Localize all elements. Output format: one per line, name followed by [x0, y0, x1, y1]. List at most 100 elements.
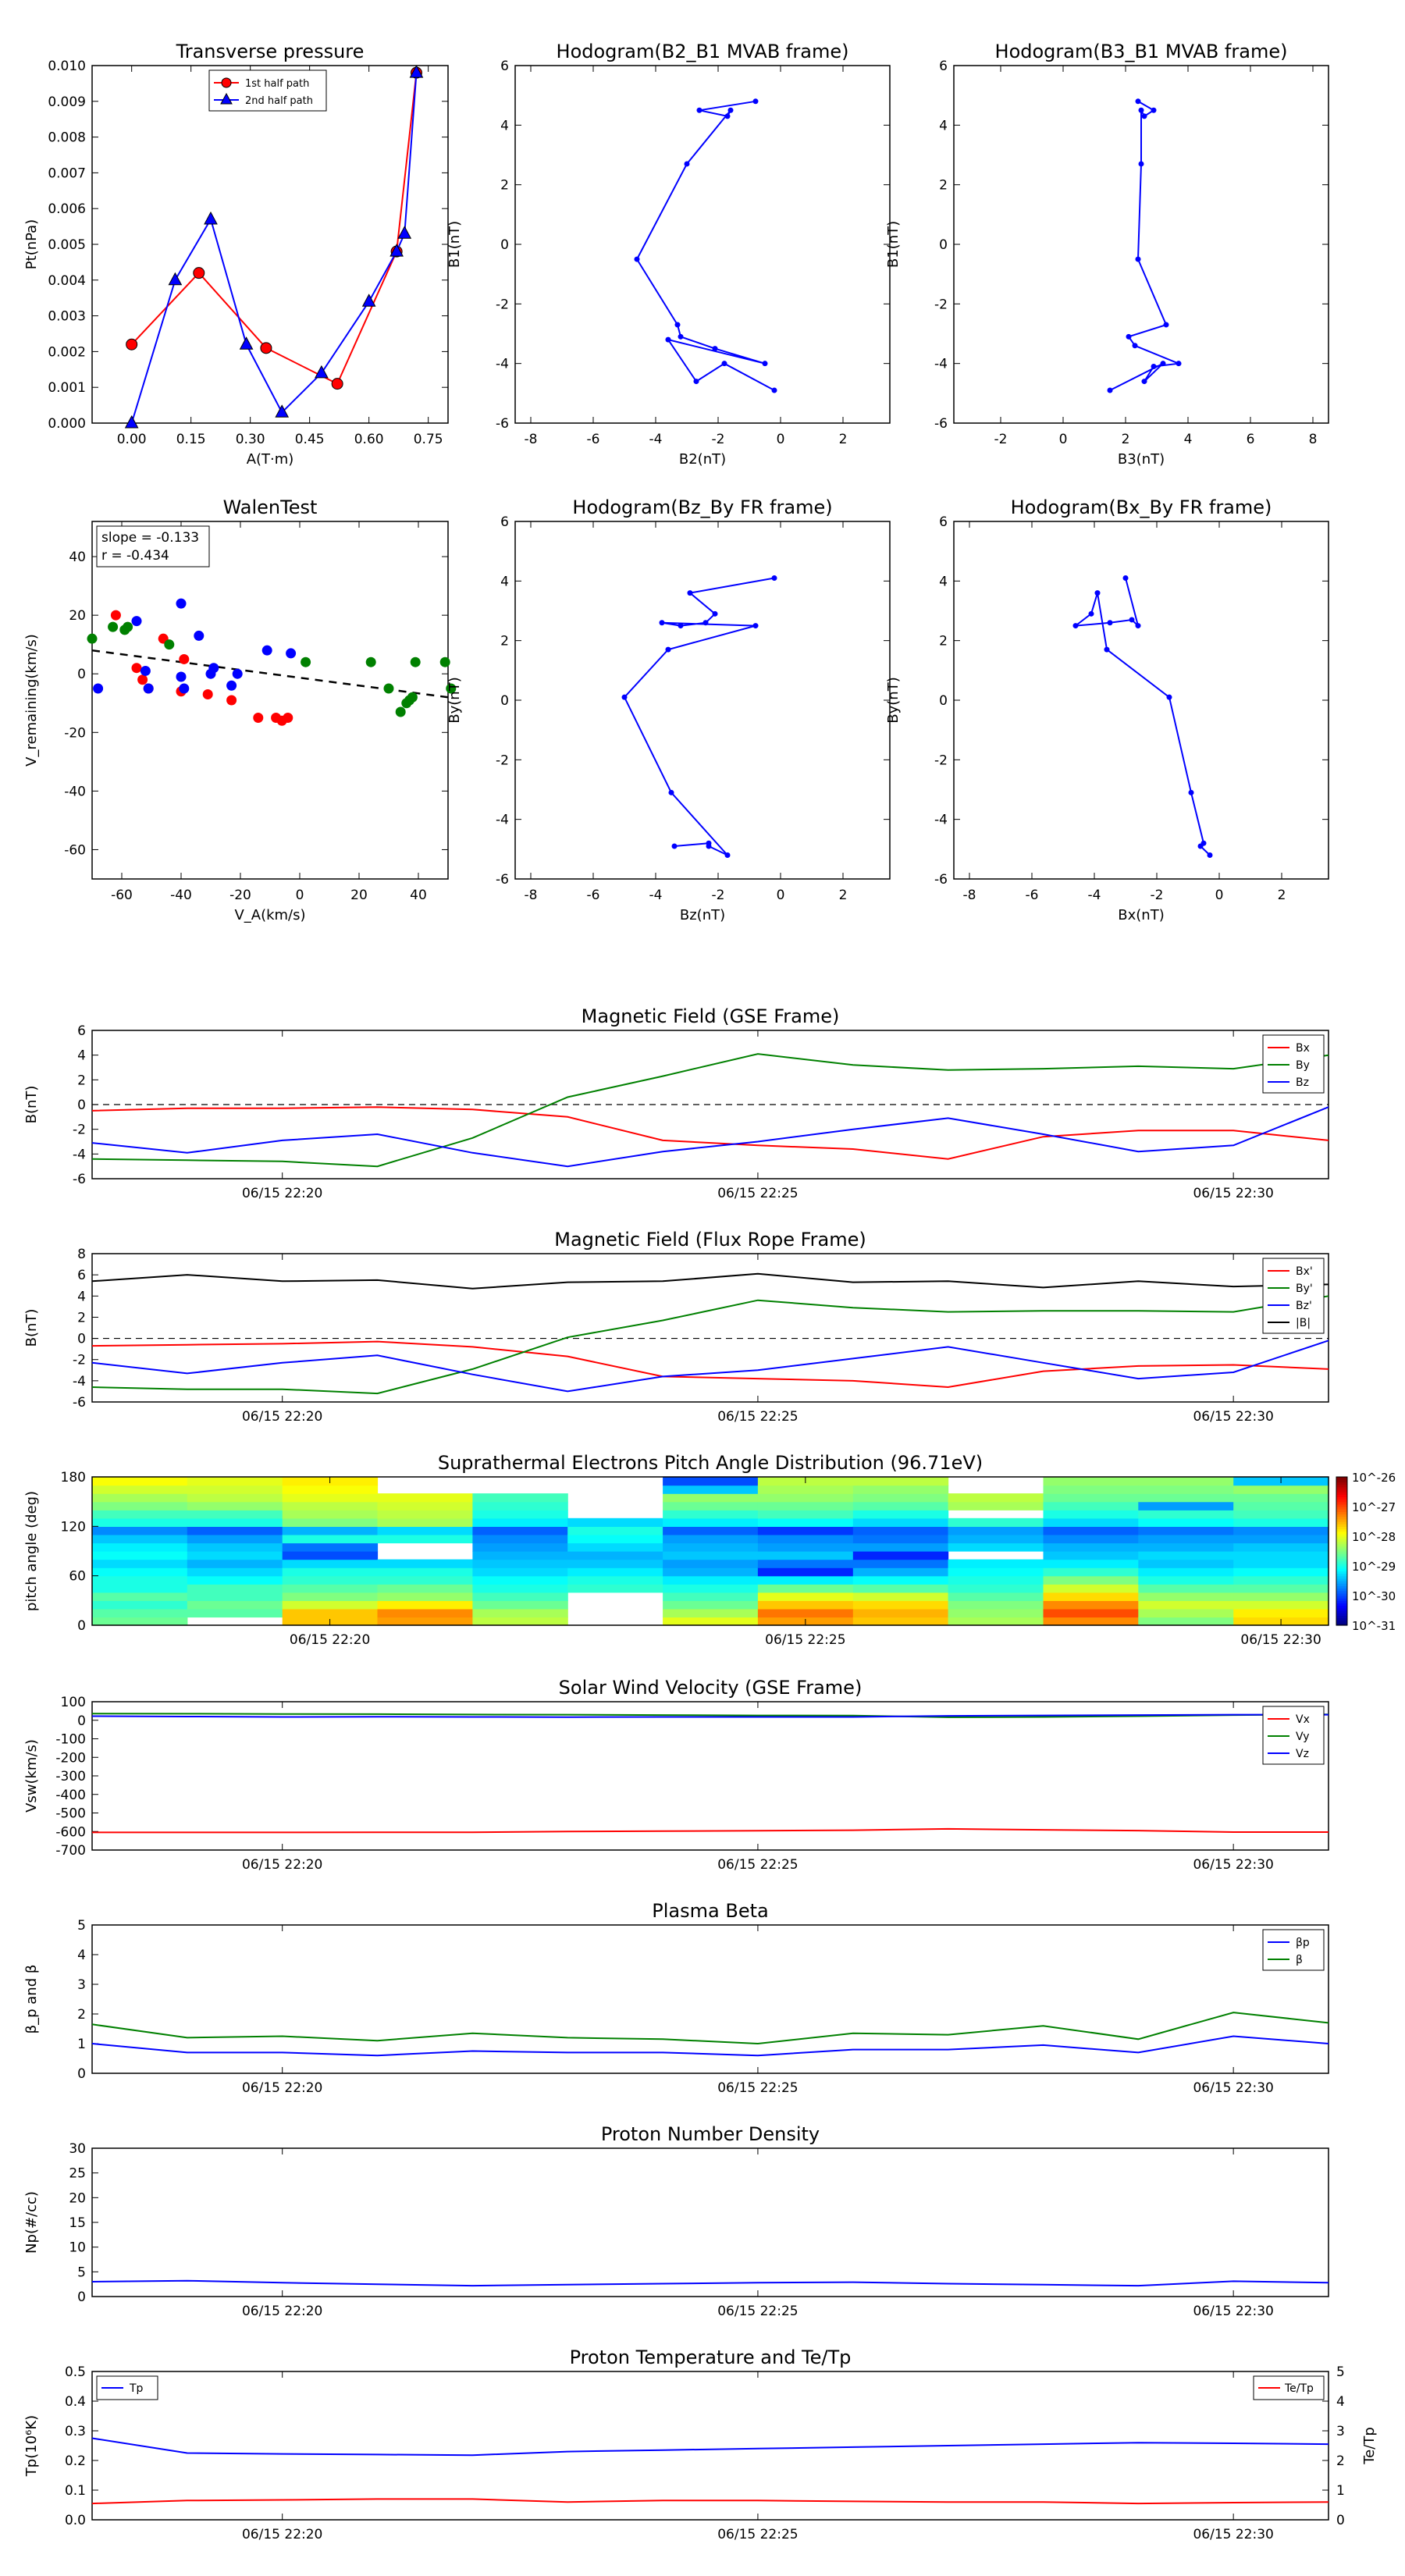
- pad-colorbar-label: 10^-30: [1352, 1589, 1396, 1603]
- hodogram_b3_b1-ytick-label: -6: [934, 416, 948, 432]
- pad-cell: [282, 1526, 379, 1535]
- hodogram_bz_by-point: [621, 694, 628, 700]
- walen_test-ylabel: V_remaining(km/s): [23, 634, 40, 767]
- pad-cell: [757, 1584, 854, 1593]
- hodogram_bx_by-point: [1188, 789, 1194, 795]
- pad-cell: [1043, 1608, 1139, 1618]
- hodogram_b3_b1-point: [1135, 256, 1141, 262]
- hodogram_b3_b1-point: [1135, 98, 1141, 105]
- pad-cell: [1138, 1592, 1234, 1601]
- pad-cell: [472, 1584, 568, 1593]
- pad-cell: [1043, 1485, 1139, 1494]
- pad-cell: [663, 1477, 759, 1486]
- walen_test-point: [93, 683, 104, 694]
- pad-cell: [852, 1542, 949, 1552]
- pad-cell: [282, 1501, 379, 1510]
- b_fr-ytick-label: 0: [77, 1332, 86, 1347]
- hodogram_bz_by-xtick-label: 0: [777, 888, 785, 903]
- pad-colorbar-cell: [1336, 1539, 1347, 1542]
- pad-cell: [377, 1517, 473, 1527]
- pad-cell: [187, 1551, 283, 1560]
- beta-ytick-label: 5: [77, 1918, 86, 1934]
- transverse_pressure-point: [124, 415, 139, 429]
- np-ylabel: Np(#/cc): [23, 2191, 40, 2254]
- beta-legend: [1262, 1929, 1325, 1971]
- pad-colorbar-label: 10^-29: [1352, 1560, 1396, 1574]
- pad-cell: [282, 1551, 379, 1560]
- pad-cell: [1138, 1567, 1234, 1577]
- pad-cell: [92, 1608, 188, 1618]
- b_fr-ytick-label: -4: [73, 1374, 86, 1389]
- walen_test-ytick-label: -60: [64, 842, 86, 858]
- pad-colorbar-cell: [1336, 1479, 1347, 1482]
- b_gse-ytick-label: -2: [73, 1123, 86, 1138]
- pad-cell: [757, 1493, 854, 1503]
- pad-frame: [91, 1476, 1329, 1626]
- pad-cell: [1233, 1517, 1329, 1527]
- tp-ytick-label: 0.3: [65, 2424, 86, 2439]
- hodogram_bx_by-point: [1107, 620, 1113, 626]
- np-xtick-label: 06/15 22:30: [1193, 2304, 1273, 2319]
- pad-cell: [757, 1600, 854, 1610]
- b_fr-ytick-label: 8: [77, 1247, 86, 1262]
- pad-colorbar-cell: [1336, 1511, 1347, 1515]
- transverse_pressure-point: [315, 365, 329, 379]
- pad-cell: [92, 1559, 188, 1568]
- pad-cell: [92, 1592, 188, 1601]
- pad-colorbar-cell: [1336, 1588, 1347, 1592]
- hodogram_bx_by-xtick-label: -2: [1151, 888, 1164, 903]
- walen_test-point: [383, 683, 394, 694]
- transverse_pressure-point: [275, 404, 290, 418]
- pad-cell: [948, 1617, 1044, 1626]
- hodogram_b2_b1-point: [634, 256, 640, 262]
- hodogram_b2_b1-xtick-label: -2: [712, 432, 725, 447]
- walen_test-xtick-label: 20: [350, 888, 368, 903]
- pad-cell: [948, 1600, 1044, 1610]
- pad-cell: [282, 1608, 379, 1618]
- hodogram_b3_b1-point: [1126, 333, 1132, 340]
- pad-cell: [757, 1517, 854, 1527]
- hodogram_b3_b1-xtick-label: 0: [1059, 432, 1068, 447]
- pad-cell: [663, 1542, 759, 1552]
- walen_test-point: [283, 713, 293, 724]
- vsw-ytick-label: 100: [61, 1695, 86, 1710]
- pad-ytick-label: 0: [77, 1618, 86, 1634]
- pad-cell: [472, 1567, 568, 1577]
- hodogram_b2_b1-point: [684, 161, 690, 167]
- walen_test-point: [194, 630, 205, 641]
- hodogram_bx_by-ytick-label: -2: [934, 753, 948, 768]
- tp-ytick-label-right: 4: [1336, 2394, 1345, 2410]
- b_gse-xtick-label: 06/15 22:20: [242, 1186, 322, 1201]
- transverse_pressure-point: [397, 226, 412, 239]
- pad-cell: [1233, 1600, 1329, 1610]
- pad-cell: [1233, 1551, 1329, 1560]
- b_gse-title: Magnetic Field (GSE Frame): [582, 1005, 840, 1027]
- beta-series--: [91, 2012, 1329, 2045]
- vsw-series-Vy: [91, 1713, 1329, 1718]
- tp-ytick-label: 0.0: [65, 2513, 86, 2528]
- tp-xtick-label: 06/15 22:20: [242, 2527, 322, 2542]
- walen_test-ytick-label: 40: [69, 550, 86, 565]
- b_gse-series-Bx: [91, 1106, 1329, 1160]
- pad-cell: [377, 1559, 473, 1568]
- pad-cell: [567, 1575, 663, 1585]
- pad-cell: [187, 1542, 283, 1552]
- pad-colorbar-cell: [1336, 1482, 1347, 1485]
- pad-cell: [757, 1551, 854, 1560]
- pad-colorbar-cell: [1336, 1553, 1347, 1557]
- pad-colorbar-cell: [1336, 1605, 1347, 1609]
- b_fr-legend-label: Bx': [1296, 1265, 1313, 1278]
- pad-cell: [567, 1584, 663, 1593]
- b_fr-series-By-: [91, 1295, 1329, 1395]
- pad-cell: [472, 1534, 568, 1544]
- hodogram_b2_b1-point: [678, 333, 684, 340]
- walen_test-xlabel: V_A(km/s): [234, 907, 305, 923]
- pad-cell: [1233, 1542, 1329, 1552]
- pad-colorbar-cell: [1336, 1528, 1347, 1532]
- pad-colorbar-cell: [1336, 1531, 1347, 1535]
- tp-series-Te-Tp: [91, 2498, 1329, 2505]
- transverse_pressure-point: [389, 244, 404, 257]
- walen_test-ytick-label: 20: [69, 608, 86, 624]
- hodogram_bz_by-point: [702, 620, 709, 626]
- b_gse-ytick-label: -4: [73, 1147, 86, 1162]
